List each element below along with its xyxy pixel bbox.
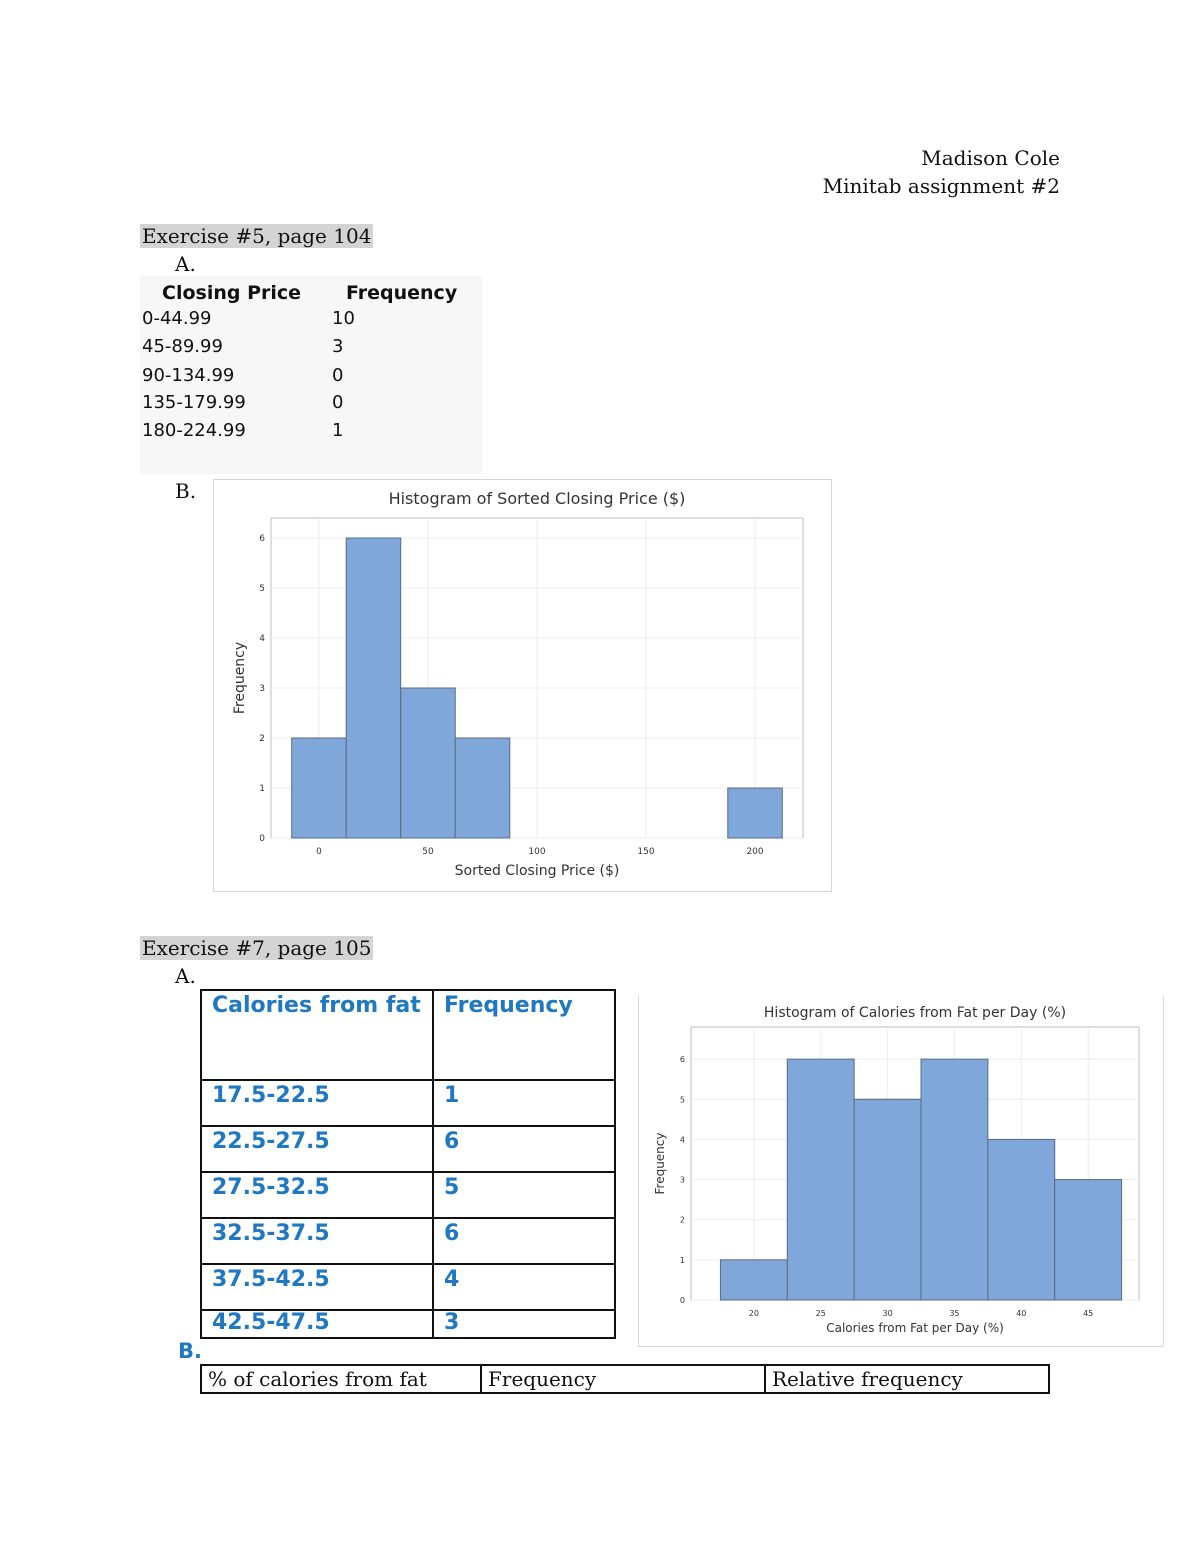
histogram-bar [454,737,511,839]
x-tick-label: 40 [1016,1309,1026,1318]
x-axis-label: Calories from Fat per Day (%) [826,1321,1004,1335]
chart-title: Histogram of Sorted Closing Price ($) [389,489,686,508]
table-cell: 1 [332,420,344,441]
y-tick-label: 5 [680,1095,685,1104]
relative-frequency-table: % of calories from fat Frequency Relativ… [200,1364,1050,1394]
closing-price-table: Closing Price Frequency 0-44.99 10 45-89… [140,276,482,474]
histogram-bar [1054,1179,1123,1301]
histogram-bar [291,737,347,839]
assignment-title: Minitab assignment #2 [822,174,1060,198]
y-tick-label: 0 [259,834,265,844]
x-tick-label: 0 [316,847,322,857]
table-header-frequency: Frequency [432,989,616,1081]
table-cell: 6 [432,1125,616,1173]
table-row: % of calories from fat Frequency Relativ… [200,1364,1050,1394]
exercise-7-title: Exercise #7, page 105 [140,936,374,960]
table-cell: 5 [432,1171,616,1219]
table-header-relative-frequency: Relative frequency [764,1364,1050,1394]
table-row: 17.5-22.5 1 [200,1079,616,1127]
table-cell: 135-179.99 [142,392,246,413]
table-row: 27.5-32.5 5 [200,1171,616,1219]
histogram-bar [920,1058,989,1301]
table-cell: 4 [432,1263,616,1311]
x-tick-label: 200 [746,847,763,857]
histogram-closing-price: 0 1 2 3 4 5 6 0 50 100 150 200 Histogram of Sorted C… [213,479,832,892]
calories-from-fat-table: Calories from fat Frequency 17.5-22.5 1 … [200,989,616,1339]
table-header-closing-price: Closing Price [162,282,302,304]
exercise-5-part-b: B. [175,479,197,503]
x-tick-label: 150 [637,847,654,857]
x-tick-label: 20 [749,1309,759,1318]
y-tick-label: 2 [680,1216,685,1225]
table-cell: 32.5-37.5 [200,1217,434,1265]
table-header-frequency: Frequency [480,1364,766,1394]
y-tick-label: 1 [259,784,265,794]
table-cell: 10 [332,308,355,329]
table-cell: 37.5-42.5 [200,1263,434,1311]
relative-frequency-table-wrapper: % of calories from fat Frequency Relativ… [200,1364,1050,1394]
table-cell: 0 [332,392,344,413]
table-row: 42.5-47.5 3 [200,1309,616,1339]
student-header: Madison Cole Minitab assignment #2 [823,144,1060,200]
table-cell: 0-44.99 [142,308,212,329]
histogram-bar [400,687,456,839]
x-tick-label: 50 [422,847,434,857]
chart-title: Histogram of Calories from Fat per Day (… [764,1005,1066,1021]
histogram-bar [786,1058,855,1301]
table-cell: 27.5-32.5 [200,1171,434,1219]
table-row: 22.5-27.5 6 [200,1125,616,1173]
table-cell: 17.5-22.5 [200,1079,434,1127]
exercise-7-heading: Exercise #7, page 105 [140,936,374,960]
y-tick-label: 0 [680,1296,685,1305]
y-tick-label: 6 [680,1055,685,1064]
x-tick-label: 100 [528,847,545,857]
x-tick-label: 25 [816,1309,826,1318]
table-cell: 3 [432,1309,616,1339]
table-cell: 6 [432,1217,616,1265]
student-name: Madison Cole [921,146,1060,170]
histogram-closing-price-svg: 0 1 2 3 4 5 6 0 50 100 150 200 Histogram of Sorted C… [232,489,804,879]
x-tick-label: 35 [949,1309,959,1318]
histogram-calories: 0 1 2 3 4 5 6 20 25 30 35 40 45 Histogram of Calories… [638,996,1164,1347]
y-tick-label: 4 [259,634,265,644]
histogram-bar [987,1138,1056,1301]
x-tick-label: 30 [882,1309,892,1318]
table-cell: 0 [332,365,344,386]
y-tick-label: 5 [259,584,265,594]
histogram-bar [727,787,783,839]
x-tick-label: 45 [1083,1309,1093,1318]
y-tick-label: 2 [259,734,265,744]
table-cell: 180-224.99 [142,420,246,441]
exercise-5-part-a: A. [175,252,196,276]
exercise-7-part-b: B. [178,1339,202,1363]
y-axis-label: Frequency [653,1133,667,1195]
table-row: 37.5-42.5 4 [200,1263,616,1311]
table-header-frequency: Frequency [346,282,458,304]
table-cell: 3 [332,336,344,357]
table-cell: 42.5-47.5 [200,1309,434,1339]
y-tick-label: 4 [680,1135,685,1144]
y-tick-label: 3 [680,1176,685,1185]
table-header-calories: Calories from fat [200,989,434,1081]
table-header-percent-calories: % of calories from fat [200,1364,482,1394]
y-tick-label: 6 [259,534,265,544]
table-cell: 22.5-27.5 [200,1125,434,1173]
table-cell: 90-134.99 [142,365,235,386]
table-cell: 1 [432,1079,616,1127]
histogram-bar [853,1098,922,1301]
exercise-5-title: Exercise #5, page 104 [140,224,374,248]
exercise-5-heading: Exercise #5, page 104 [140,224,374,248]
calories-table-wrapper: Calories from fat Frequency 17.5-22.5 1 … [200,989,616,1339]
histogram-bar [345,537,402,839]
table-row: Calories from fat Frequency [200,989,616,1081]
y-tick-label: 1 [680,1256,685,1265]
table-cell: 45-89.99 [142,336,223,357]
histogram-bar [719,1259,788,1301]
y-tick-label: 3 [259,684,265,694]
x-axis-label: Sorted Closing Price ($) [455,863,620,879]
exercise-7-part-a: A. [175,964,196,988]
y-axis-label: Frequency [232,642,248,714]
table-row: 32.5-37.5 6 [200,1217,616,1265]
